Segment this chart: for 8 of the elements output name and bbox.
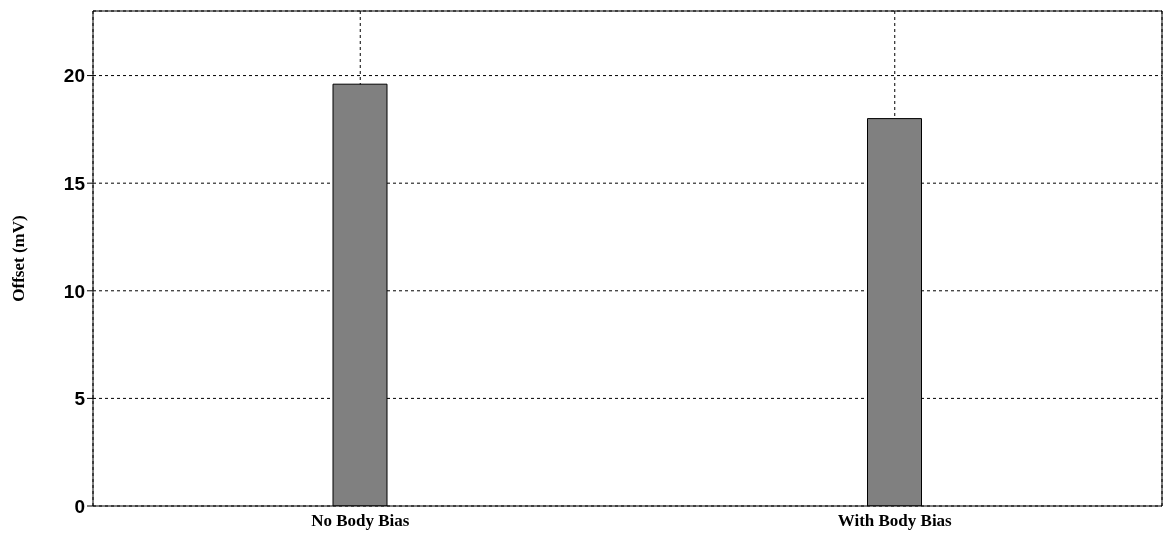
y-tick-label: 20 <box>63 65 85 87</box>
y-axis-title: Offset (mV) <box>9 215 29 302</box>
y-tick-label: 15 <box>63 172 86 194</box>
x-tick-label: With Body Bias <box>837 511 953 531</box>
y-tick-label: 0 <box>74 495 85 517</box>
x-tick-label: No Body Bias <box>311 511 410 531</box>
y-tick-label: 10 <box>63 280 85 302</box>
y-tick-label: 5 <box>74 388 86 410</box>
